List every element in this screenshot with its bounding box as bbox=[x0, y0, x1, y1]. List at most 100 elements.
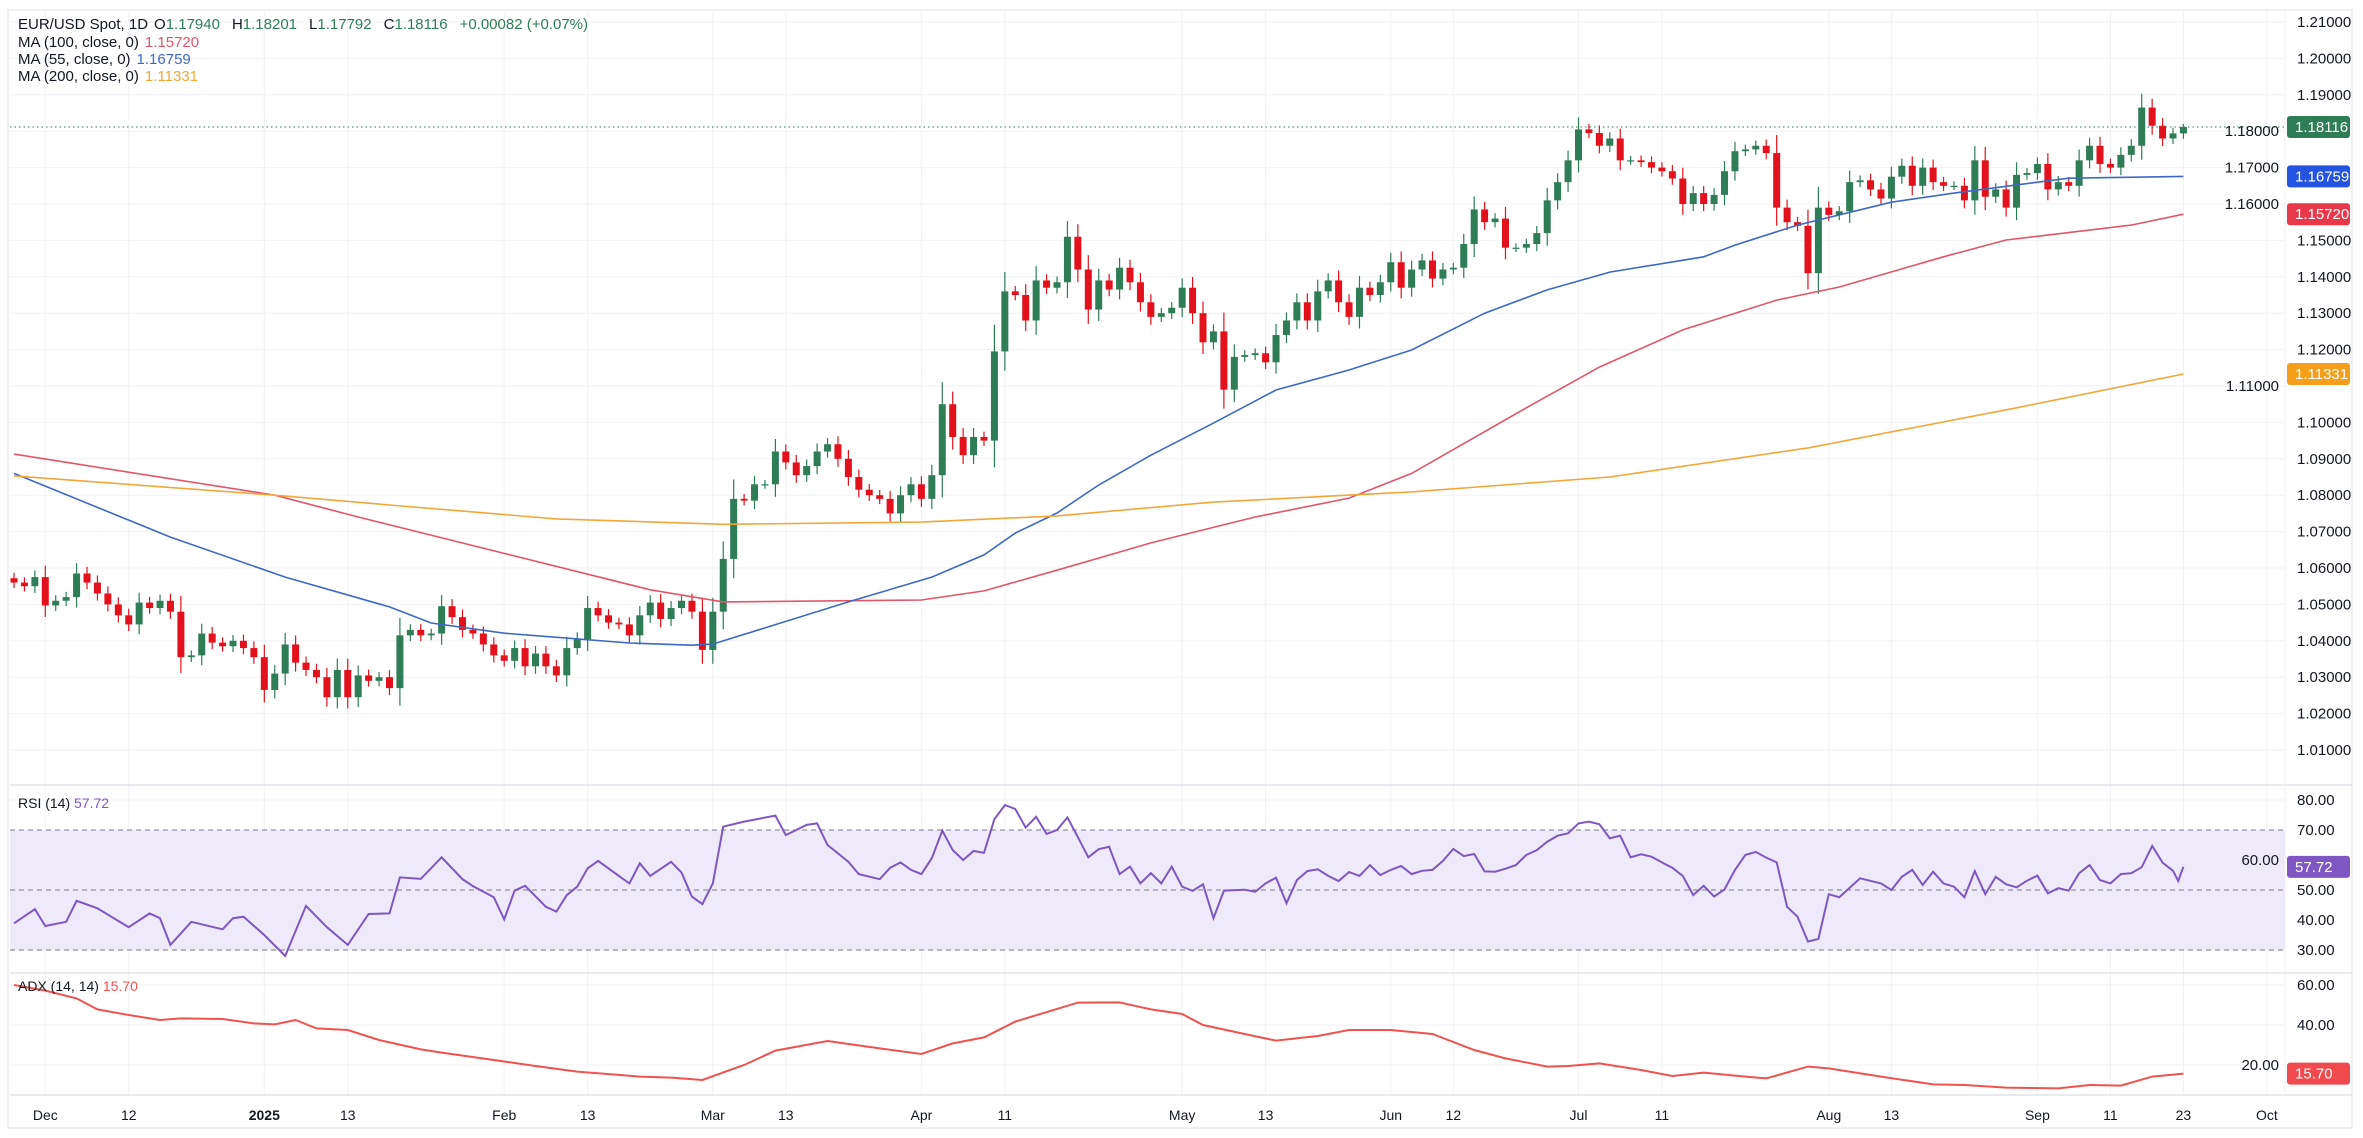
candle-up[interactable] bbox=[1178, 287, 1186, 308]
candle-down[interactable] bbox=[1481, 209, 1489, 223]
candle-up[interactable] bbox=[2138, 107, 2146, 146]
candle-down[interactable] bbox=[1262, 353, 1270, 363]
candle-up[interactable] bbox=[1230, 356, 1238, 390]
candle-down[interactable] bbox=[1981, 160, 1989, 197]
candle-up[interactable] bbox=[396, 635, 404, 689]
candle-up[interactable] bbox=[2117, 154, 2125, 168]
candle-up[interactable] bbox=[1575, 129, 1582, 161]
candle-up[interactable] bbox=[1564, 160, 1572, 183]
candle-down[interactable] bbox=[657, 602, 665, 619]
candle-down[interactable] bbox=[2148, 107, 2156, 126]
candle-up[interactable] bbox=[1095, 280, 1103, 310]
candle-down[interactable] bbox=[688, 600, 696, 612]
candle-up[interactable] bbox=[1470, 209, 1478, 245]
candle-up[interactable] bbox=[1116, 267, 1124, 290]
candle-up[interactable] bbox=[1887, 176, 1895, 199]
candle-up[interactable] bbox=[573, 638, 581, 649]
candle-down[interactable] bbox=[1199, 313, 1207, 343]
candle-down[interactable] bbox=[448, 606, 456, 618]
candle-down[interactable] bbox=[114, 604, 122, 616]
candle-up[interactable] bbox=[1063, 236, 1071, 283]
candle-down[interactable] bbox=[1303, 302, 1311, 321]
candle-down[interactable] bbox=[20, 582, 28, 587]
candle-up[interactable] bbox=[928, 475, 936, 499]
candle-up[interactable] bbox=[803, 466, 811, 476]
candle-down[interactable] bbox=[2002, 189, 2010, 208]
candle-down[interactable] bbox=[219, 642, 227, 647]
candle-down[interactable] bbox=[1867, 180, 1875, 190]
candle-down[interactable] bbox=[594, 608, 602, 616]
candle-up[interactable] bbox=[761, 484, 769, 486]
candle-down[interactable] bbox=[1658, 167, 1666, 172]
candle-down[interactable] bbox=[323, 677, 331, 698]
candle-up[interactable] bbox=[1282, 320, 1290, 336]
candle-down[interactable] bbox=[177, 611, 185, 658]
candle-up[interactable] bbox=[1919, 167, 1927, 186]
candle-down[interactable] bbox=[917, 484, 925, 499]
candle-up[interactable] bbox=[375, 677, 383, 681]
candle-down[interactable] bbox=[1428, 260, 1436, 279]
candle-up[interactable] bbox=[563, 648, 571, 676]
candle-up[interactable] bbox=[52, 600, 60, 606]
candle-up[interactable] bbox=[229, 640, 237, 647]
adx-line[interactable] bbox=[13, 984, 2184, 1090]
candle-down[interactable] bbox=[740, 498, 748, 501]
candle-up[interactable] bbox=[1543, 200, 1551, 234]
candle-up[interactable] bbox=[1721, 171, 1729, 195]
candle-down[interactable] bbox=[302, 662, 310, 670]
candle-down[interactable] bbox=[1136, 282, 1144, 303]
candle-down[interactable] bbox=[1147, 302, 1155, 317]
candle-down[interactable] bbox=[125, 615, 133, 625]
candle-up[interactable] bbox=[1950, 185, 1958, 187]
candle-down[interactable] bbox=[865, 489, 873, 496]
candle-up[interactable] bbox=[1533, 233, 1541, 245]
candle-down[interactable] bbox=[1335, 280, 1343, 303]
candle-up[interactable] bbox=[1460, 244, 1468, 268]
candle-up[interactable] bbox=[1710, 194, 1718, 204]
candle-up[interactable] bbox=[354, 675, 362, 698]
candle-down[interactable] bbox=[1043, 280, 1051, 288]
candle-up[interactable] bbox=[1032, 280, 1040, 321]
candle-up[interactable] bbox=[730, 498, 738, 559]
candle-down[interactable] bbox=[208, 633, 216, 643]
candle-up[interactable] bbox=[1168, 307, 1176, 314]
candle-up[interactable] bbox=[2054, 182, 2062, 190]
candle-up[interactable] bbox=[2075, 160, 2083, 186]
candle-up[interactable] bbox=[1814, 207, 1822, 274]
candle-up[interactable] bbox=[1856, 180, 1864, 183]
candle-up[interactable] bbox=[646, 602, 654, 616]
candle-up[interactable] bbox=[1251, 353, 1259, 356]
ma100-legend[interactable]: MA (100, close, 0) 1.15720 bbox=[18, 34, 205, 51]
candle-up[interactable] bbox=[281, 644, 289, 674]
candle-down[interactable] bbox=[500, 655, 508, 661]
candle-up[interactable] bbox=[1971, 160, 1979, 201]
candle-up[interactable] bbox=[897, 495, 905, 514]
candle-up[interactable] bbox=[1001, 291, 1009, 352]
candle-up[interactable] bbox=[1846, 182, 1854, 212]
candle-down[interactable] bbox=[959, 436, 967, 456]
candle-down[interactable] bbox=[855, 477, 863, 490]
candle-down[interactable] bbox=[1908, 165, 1916, 186]
candle-down[interactable] bbox=[490, 644, 498, 656]
candle-down[interactable] bbox=[1105, 280, 1113, 290]
candle-up[interactable] bbox=[1741, 149, 1749, 152]
candle-down[interactable] bbox=[1585, 129, 1593, 134]
candle-down[interactable] bbox=[93, 582, 101, 594]
candle-down[interactable] bbox=[1501, 218, 1509, 248]
candle-up[interactable] bbox=[1053, 282, 1061, 288]
candle-down[interactable] bbox=[1074, 236, 1082, 270]
candle-down[interactable] bbox=[542, 653, 550, 667]
candle-down[interactable] bbox=[1762, 145, 1770, 154]
candle-down[interactable] bbox=[1637, 160, 1645, 163]
candle-up[interactable] bbox=[1324, 280, 1332, 292]
candle-up[interactable] bbox=[427, 633, 435, 636]
candle-up[interactable] bbox=[636, 615, 644, 636]
candle-down[interactable] bbox=[83, 573, 91, 583]
candle-up[interactable] bbox=[970, 436, 978, 456]
candle-down[interactable] bbox=[521, 648, 529, 667]
rsi-legend[interactable]: RSI (14) 57.72 bbox=[18, 795, 109, 811]
candle-down[interactable] bbox=[239, 640, 247, 649]
symbol-name[interactable]: EUR/USD Spot, 1D bbox=[18, 16, 149, 33]
candle-down[interactable] bbox=[876, 495, 884, 499]
candle-down[interactable] bbox=[1877, 189, 1885, 199]
